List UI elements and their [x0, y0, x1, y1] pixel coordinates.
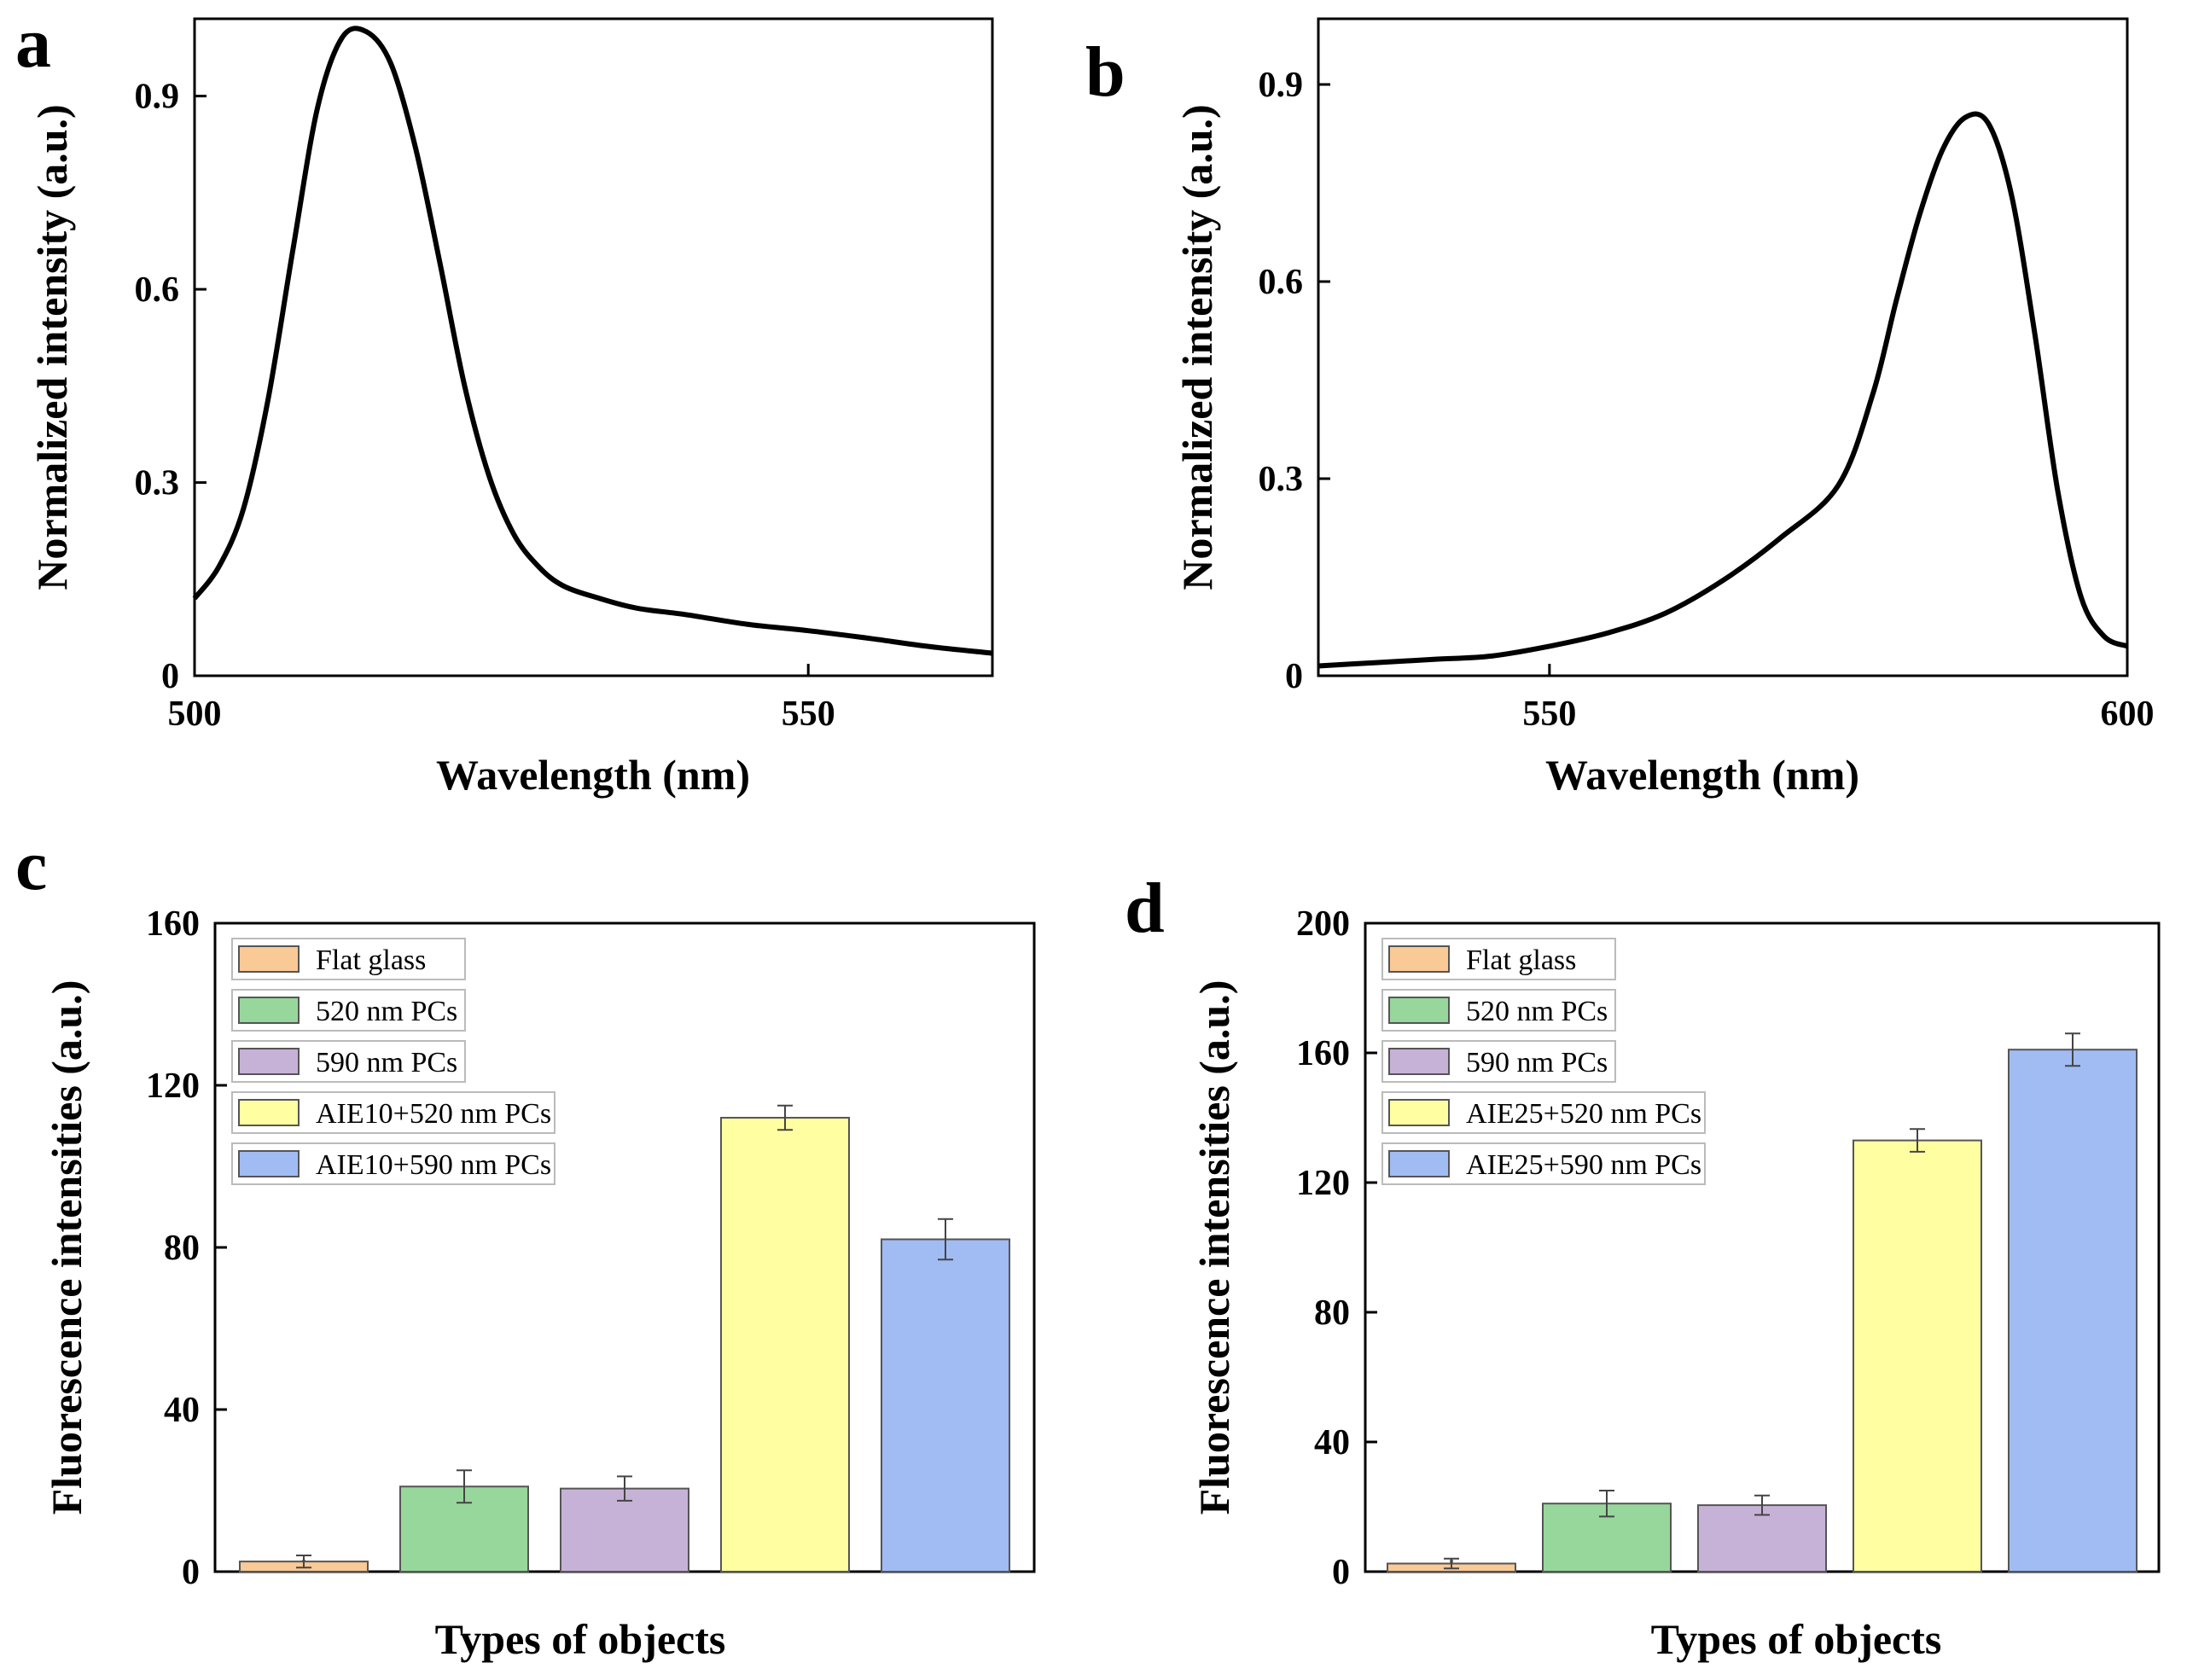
x-axis-title-d: Types of objects [1651, 1615, 1942, 1663]
legend-label-d-4: AIE25+520 nm PCs [1466, 1098, 1701, 1130]
y-tick-label-c: 160 [146, 904, 200, 944]
y-axis-title-b: Normalized intensity (a.u.) [1173, 104, 1221, 590]
emission-curve-b [1317, 111, 2129, 669]
plot-frame-a [193, 17, 994, 677]
y-tick-label-a: 0.3 [135, 464, 180, 503]
y-tick-label-c: 0 [182, 1553, 200, 1592]
panel-letter-b: b [1085, 32, 1125, 112]
bar-d-5 [2008, 1049, 2138, 1572]
y-tick-label-b: 0.9 [1259, 66, 1304, 105]
bar-c-3 [560, 1487, 689, 1572]
legend-swatch-d-2 [1388, 997, 1450, 1024]
axis-ticks-a: 0 0.3 0.6 0.9 500 550 [135, 78, 835, 734]
axis-ticks-b: 0 0.3 0.6 0.9 550 600 [1259, 66, 2155, 734]
legend-label-c-3: 590 nm PCs [316, 1047, 457, 1078]
y-tick-label-c: 40 [164, 1391, 200, 1430]
legend-swatch-d-1 [1388, 945, 1450, 973]
legend-label-c-1: Flat glass [316, 945, 426, 976]
y-tick-label-c: 80 [164, 1229, 200, 1268]
legend-swatch-c-1 [238, 945, 300, 973]
x-tick-label-a: 550 [782, 695, 835, 734]
legend-label-c-4: AIE10+520 nm PCs [316, 1098, 551, 1130]
bars-d [1387, 1032, 2138, 1572]
y-tick-label-d: 200 [1296, 904, 1350, 944]
panel-letter-d: d [1125, 869, 1165, 948]
x-axis-title-a: Wavelength (nm) [436, 751, 750, 799]
plot-frame-b [1317, 17, 2129, 677]
y-tick-label-c: 120 [146, 1067, 200, 1106]
legend-swatch-d-5 [1388, 1150, 1450, 1177]
bar-d-4 [1853, 1139, 1982, 1572]
line-series-b [1317, 111, 2129, 669]
emission-curve-a [192, 26, 993, 656]
y-tick-label-a: 0.6 [135, 270, 180, 310]
y-axis-title-d: Fluorescence intensities (a.u.) [1190, 980, 1238, 1515]
panel-letter-a: a [15, 3, 51, 83]
legend-swatch-c-4 [238, 1099, 300, 1126]
legend-label-d-1: Flat glass [1466, 945, 1576, 976]
legend-label-d-5: AIE25+590 nm PCs [1466, 1149, 1701, 1181]
legend-c: Flat glass 520 nm PCs 590 nm PCs AIE10+520 … [231, 938, 555, 1185]
y-tick-label-b: 0 [1285, 657, 1303, 696]
legend-swatch-c-2 [238, 997, 300, 1024]
legend-swatch-c-5 [238, 1150, 300, 1177]
x-tick-label-b: 550 [1522, 695, 1576, 734]
y-tick-label-d: 40 [1314, 1423, 1350, 1462]
legend-d: Flat glass 520 nm PCs 590 nm PCs AIE25+520 … [1381, 938, 1706, 1185]
x-axis-title-b: Wavelength (nm) [1545, 751, 1859, 799]
x-axis-title-c: Types of objects [435, 1615, 726, 1663]
y-tick-label-d: 0 [1332, 1553, 1350, 1592]
bar-d-3 [1697, 1504, 1827, 1572]
y-tick-label-d: 120 [1296, 1164, 1350, 1203]
legend-swatch-c-3 [238, 1048, 300, 1075]
legend-label-d-2: 520 nm PCs [1466, 996, 1608, 1027]
panel-a: a 0 0.3 0.6 0.9 500 550 Wavelength (nm) Norma… [15, 3, 994, 799]
x-tick-label-a: 500 [168, 695, 222, 734]
legend-label-d-3: 590 nm PCs [1466, 1047, 1608, 1078]
y-tick-label-d: 160 [1296, 1034, 1350, 1073]
y-tick-label-b: 0.3 [1259, 460, 1304, 499]
line-series-a [192, 26, 993, 656]
x-tick-label-b: 600 [2101, 695, 2155, 734]
panel-d: d 0 40 80 120 160 200 Flat glass 520 nm PCs 590… [1125, 869, 2161, 1663]
panel-c: c 0 40 80 120 160 Flat glass 520 nm PCs 590 nm… [15, 826, 1036, 1663]
legend-label-c-2: 520 nm PCs [316, 996, 457, 1027]
bars-c [239, 1104, 1010, 1572]
y-tick-label-b: 0.6 [1259, 263, 1304, 302]
legend-swatch-d-3 [1388, 1048, 1450, 1075]
panel-letter-c: c [15, 826, 47, 905]
y-axis-title-c: Fluorescence intensities (a.u.) [43, 980, 90, 1515]
legend-label-c-5: AIE10+590 nm PCs [316, 1149, 551, 1181]
bar-c-4 [720, 1117, 850, 1572]
y-tick-label-a: 0.9 [135, 78, 180, 117]
panel-b: b 0 0.3 0.6 0.9 550 600 Wavelength (nm) Norma… [1085, 17, 2155, 799]
y-axis-title-a: Normalized intensity (a.u.) [28, 104, 76, 590]
y-tick-label-d: 80 [1314, 1293, 1350, 1333]
y-tick-label-a: 0 [161, 657, 179, 696]
bar-c-5 [881, 1238, 1010, 1572]
legend-swatch-d-4 [1388, 1099, 1450, 1126]
